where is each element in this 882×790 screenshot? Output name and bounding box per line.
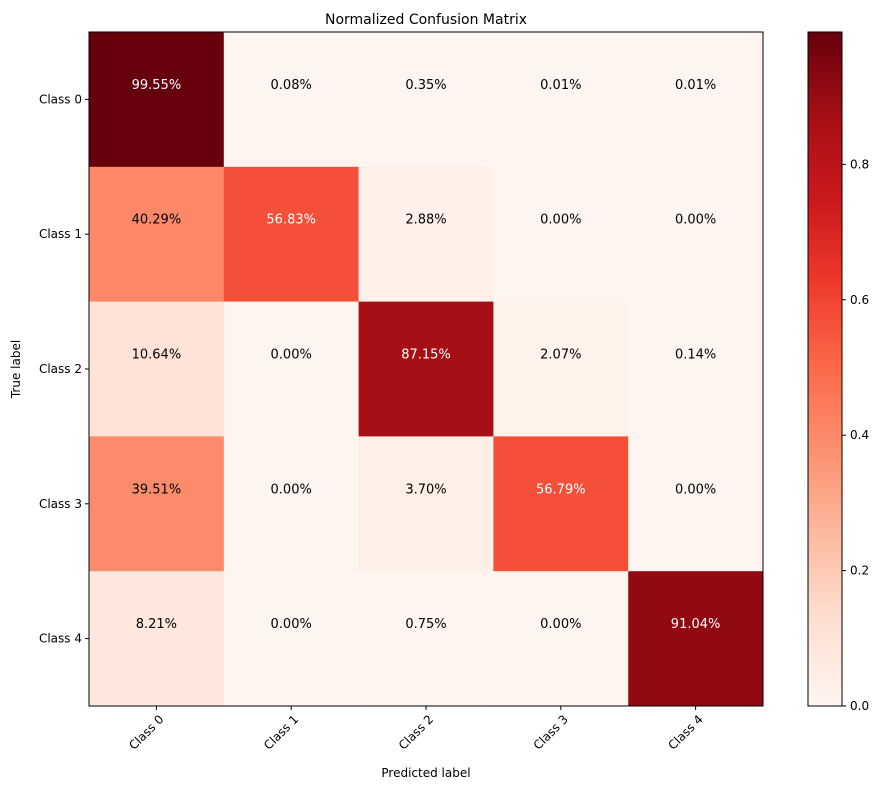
- cell-value-label: 0.00%: [675, 482, 716, 497]
- y-tick-label: Class 0: [39, 92, 82, 106]
- cell-value-label: 3.70%: [405, 482, 446, 497]
- colorbar-tick-label: 0.8: [850, 157, 869, 171]
- heatmap-cell: [89, 301, 225, 437]
- cell-value-label: 91.04%: [671, 617, 721, 632]
- y-axis-label: True label: [9, 340, 23, 399]
- x-axis-ticks: Class 0 Class 1 Class 2 Class 3 Class 4: [126, 706, 706, 753]
- cell-value-label: 0.35%: [405, 78, 446, 93]
- colorbar-tick-label: 0.2: [850, 564, 869, 578]
- heatmap-cells: [89, 32, 764, 707]
- x-tick-label: Class 0: [126, 712, 166, 752]
- cell-value-label: 0.00%: [271, 617, 312, 632]
- y-tick-label: Class 4: [39, 632, 82, 646]
- cell-value-label: 8.21%: [136, 617, 177, 632]
- heatmap-cell: [89, 166, 225, 303]
- cell-value-label: 40.29%: [132, 213, 182, 228]
- cell-value-label: 0.00%: [540, 213, 581, 228]
- cell-value-label: 10.64%: [132, 348, 182, 363]
- y-tick-label: Class 3: [39, 497, 82, 511]
- heatmap-cell: [493, 32, 629, 168]
- heatmap-cell: [358, 571, 494, 707]
- cell-value-label: 56.83%: [266, 213, 316, 228]
- colorbar-tick-label: 0.6: [850, 293, 869, 307]
- heatmap-cell: [628, 436, 764, 572]
- heatmap-cell: [358, 32, 494, 168]
- cell-value-label: 0.00%: [675, 213, 716, 228]
- heatmap-cell: [358, 436, 494, 572]
- heatmap-cell: [628, 301, 764, 437]
- cell-value-label: 0.00%: [271, 482, 312, 497]
- heatmap-cell: [493, 436, 629, 572]
- colorbar-tick-label: 0.4: [850, 428, 869, 442]
- colorbar-ticks: 0.0 0.2 0.4 0.6 0.8: [842, 157, 869, 713]
- cell-value-label: 0.08%: [271, 78, 312, 93]
- y-axis-ticks: Class 0 Class 1 Class 2 Class 3 Class 4: [39, 92, 89, 646]
- cell-value-label: 99.55%: [132, 78, 182, 93]
- heatmap-cell: [89, 436, 225, 572]
- cell-value-label: 2.07%: [540, 348, 581, 363]
- heatmap-cell: [493, 301, 629, 437]
- cell-value-label: 87.15%: [401, 348, 451, 363]
- cell-value-label: 0.01%: [540, 78, 581, 93]
- heatmap-cell: [223, 571, 360, 707]
- x-tick-label: Class 4: [665, 712, 705, 752]
- heatmap-cell: [493, 166, 629, 303]
- cell-value-label: 2.88%: [405, 213, 446, 228]
- x-axis-label: Predicted label: [381, 766, 470, 780]
- colorbar: [807, 31, 843, 707]
- x-tick-label: Class 1: [261, 712, 301, 752]
- chart-title: Normalized Confusion Matrix: [325, 12, 527, 28]
- cell-value-label: 0.01%: [675, 78, 716, 93]
- cell-value-label: 0.14%: [675, 348, 716, 363]
- cell-value-label: 56.79%: [536, 482, 586, 497]
- heatmap-cell: [628, 571, 764, 707]
- heatmap-cell: [358, 301, 494, 437]
- heatmap-cell: [223, 166, 360, 303]
- heatmap-cell: [89, 32, 225, 168]
- heatmap-cell: [358, 166, 494, 303]
- heatmap-cell: [223, 32, 360, 168]
- y-tick-label: Class 2: [39, 362, 82, 376]
- cell-value-label: 0.00%: [540, 617, 581, 632]
- colorbar-tick-label: 0.0: [850, 699, 869, 713]
- heatmap-cell-labels: 99.55% 0.08% 0.35% 0.01% 0.01% 40.29% 56.83% 2.…: [132, 78, 721, 632]
- cell-value-label: 39.51%: [132, 482, 182, 497]
- heatmap-cell: [493, 571, 629, 707]
- x-tick-label: Class 3: [531, 712, 571, 752]
- heatmap-cell: [223, 301, 360, 437]
- heatmap-cell: [628, 166, 764, 303]
- cell-value-label: 0.75%: [405, 617, 446, 632]
- y-tick-label: Class 1: [39, 227, 82, 241]
- x-tick-label: Class 2: [396, 712, 436, 752]
- heatmap-cell: [89, 571, 225, 707]
- cell-value-label: 0.00%: [271, 348, 312, 363]
- heatmap-cell: [223, 436, 360, 572]
- heatmap-cell: [628, 32, 764, 168]
